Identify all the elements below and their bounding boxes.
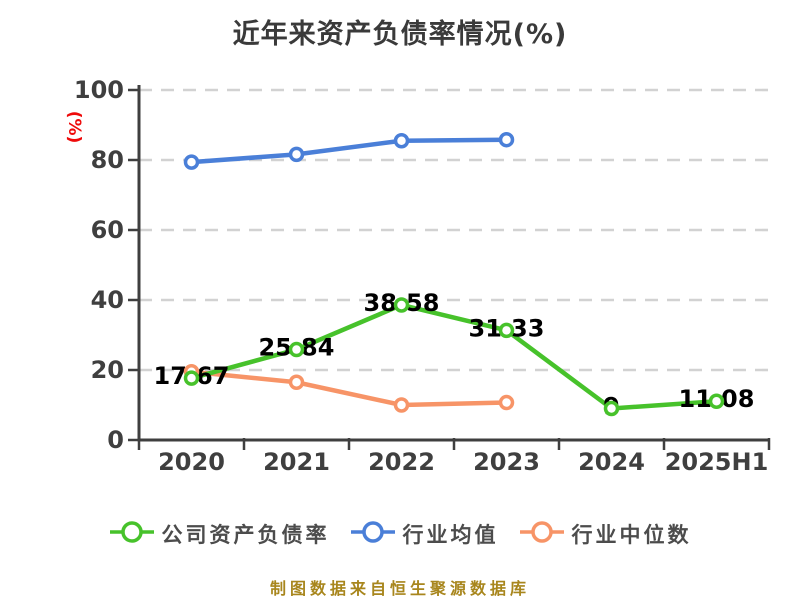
data-point-2-1 <box>288 374 305 390</box>
x-tick-label: 2025H1 <box>665 448 769 476</box>
data-point-2-2 <box>393 397 410 413</box>
series-line-0 <box>189 302 719 411</box>
y-tick-label: 100 <box>74 76 124 104</box>
x-tick-label: 2021 <box>263 448 330 476</box>
legend-item-industry-mean: 行业均值 <box>350 519 499 549</box>
x-tick-label: 2020 <box>158 448 225 476</box>
data-point-1-3 <box>498 131 515 148</box>
data-point-1-1 <box>288 146 305 163</box>
chart-legend: 公司资产负债率 行业均值 行业中位数 <box>0 519 800 549</box>
legend-item-industry-median: 行业中位数 <box>519 519 692 549</box>
y-axis-label: (%) <box>64 111 84 144</box>
data-point-0-1 <box>288 341 305 358</box>
x-tick-label: 2024 <box>578 448 645 476</box>
chart-title: 近年来资产负债率情况(%) <box>232 19 568 50</box>
data-point-0-2 <box>393 297 410 313</box>
data-point-0-4 <box>603 400 620 417</box>
y-tick-label: 80 <box>91 146 124 174</box>
legend-line-circle-icon <box>519 519 565 549</box>
legend-label-company-ratio: 公司资产负债率 <box>161 523 330 547</box>
legend-line-circle-icon <box>109 519 155 549</box>
legend-item-company-ratio: 公司资产负债率 <box>109 519 330 549</box>
x-tick-label: 2022 <box>368 448 435 476</box>
data-point-0-5 <box>708 393 725 409</box>
y-tick-label: 0 <box>107 426 124 454</box>
y-tick-label: 40 <box>91 286 124 314</box>
data-point-0-3 <box>498 322 515 339</box>
legend-line-circle-icon <box>350 519 396 549</box>
series-line-2 <box>189 369 509 408</box>
x-tick-label: 2023 <box>473 448 540 476</box>
data-point-1-0 <box>183 154 200 170</box>
y-tick-label: 60 <box>91 216 124 244</box>
line-chart-plot-area: 0 20 40 60 80 100 2020 2021 2022 2023 2024 2025H1 (%… <box>64 76 771 476</box>
legend-label-industry-median: 行业中位数 <box>571 523 692 547</box>
data-point-1-2 <box>393 133 410 149</box>
data-source-note: 制图数据来自恒生聚源数据库 <box>269 579 530 598</box>
series-line-1 <box>189 137 509 165</box>
legend-label-industry-mean: 行业均值 <box>402 523 499 547</box>
data-point-0-0 <box>183 370 200 386</box>
data-point-2-3 <box>498 394 515 411</box>
y-tick-label: 20 <box>91 356 124 384</box>
